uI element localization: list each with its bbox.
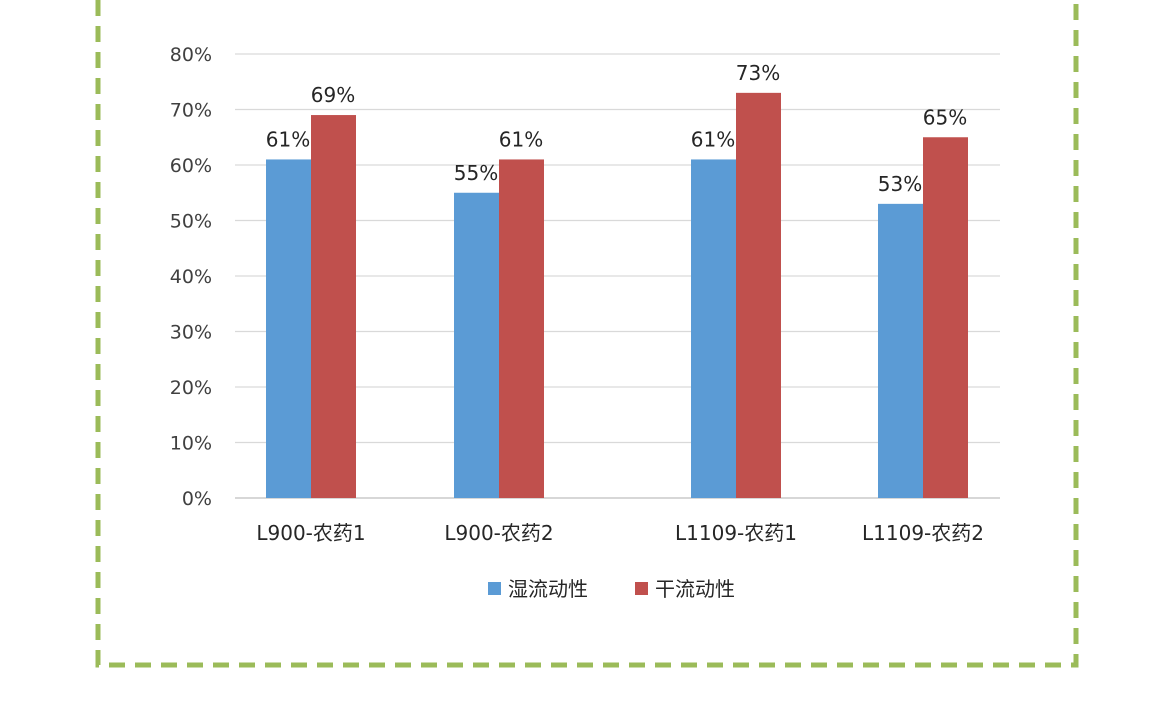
y-tick-label: 80% bbox=[170, 44, 212, 66]
legend-label: 湿流动性 bbox=[508, 577, 588, 601]
bar-data-label: 53% bbox=[878, 172, 922, 196]
gridlines bbox=[235, 53, 1000, 499]
y-axis-ticks: 0% 10% 20% 30% 40% 50% 60% 70% 80% bbox=[170, 44, 212, 510]
bar-data-label: 69% bbox=[311, 83, 355, 107]
bar-dry bbox=[311, 115, 356, 499]
y-tick-label: 60% bbox=[170, 155, 212, 177]
bar-data-label: 61% bbox=[691, 127, 735, 151]
x-axis-categories: L900-农药1 L900-农药2 L1109-农药1 L1109-农药2 bbox=[256, 521, 984, 545]
y-tick-label: 20% bbox=[170, 377, 212, 399]
bar-wet bbox=[266, 159, 311, 498]
frame-border bbox=[95, 0, 1079, 668]
legend-swatch bbox=[488, 582, 501, 595]
bar-data-label: 61% bbox=[266, 127, 310, 151]
bar-dry bbox=[923, 137, 968, 498]
bar-dry bbox=[736, 92, 781, 498]
x-category-label: L900-农药2 bbox=[444, 521, 553, 545]
y-tick-label: 30% bbox=[170, 322, 212, 344]
legend-label: 干流动性 bbox=[655, 577, 735, 601]
bar-wet bbox=[878, 203, 923, 498]
y-tick-label: 0% bbox=[182, 488, 212, 510]
bars bbox=[266, 92, 968, 499]
data-labels: 61%69%55%61% 61%73%53%65% bbox=[266, 61, 967, 196]
bar-wet bbox=[454, 192, 499, 498]
y-tick-label: 70% bbox=[170, 100, 212, 122]
x-category-label: L1109-农药2 bbox=[862, 521, 984, 545]
legend: 湿流动性 干流动性 bbox=[488, 577, 735, 601]
legend-swatch bbox=[635, 582, 648, 595]
y-tick-label: 10% bbox=[170, 433, 212, 455]
bar-data-label: 65% bbox=[923, 105, 967, 129]
x-category-label: L900-农药1 bbox=[256, 521, 365, 545]
y-tick-label: 40% bbox=[170, 266, 212, 288]
bar-data-label: 55% bbox=[454, 161, 498, 185]
bar-dry bbox=[499, 159, 544, 498]
y-tick-label: 50% bbox=[170, 211, 212, 233]
bar-data-label: 61% bbox=[499, 127, 543, 151]
x-category-label: L1109-农药1 bbox=[675, 521, 797, 545]
bar-wet bbox=[691, 159, 736, 498]
bar-data-label: 73% bbox=[736, 61, 780, 85]
